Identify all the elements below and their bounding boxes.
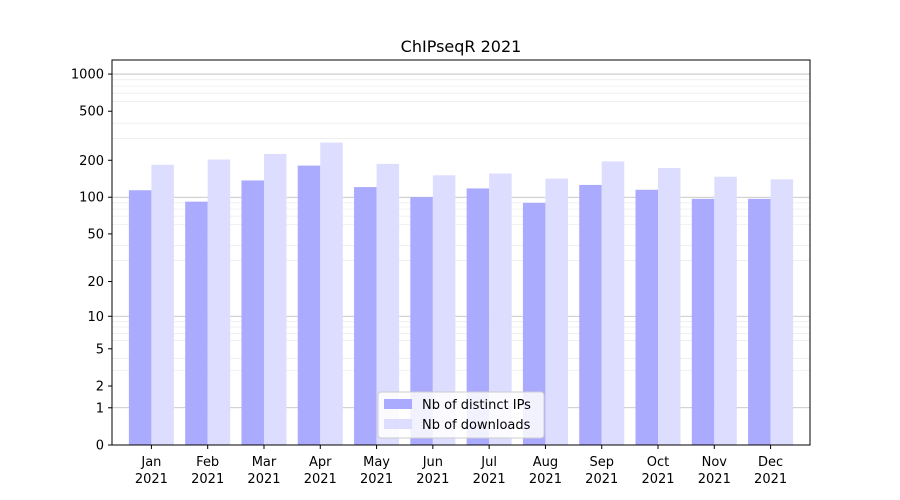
legend-label: Nb of downloads bbox=[422, 418, 531, 433]
x-tick-label: Dec bbox=[758, 455, 783, 470]
bar-downloads-jan bbox=[151, 164, 174, 446]
x-tick-sublabel: 2021 bbox=[135, 472, 168, 487]
x-tick-sublabel: 2021 bbox=[754, 472, 787, 487]
y-tick-label: 200 bbox=[79, 154, 104, 169]
bar-distinct-ips-jan bbox=[128, 190, 152, 445]
x-tick-sublabel: 2021 bbox=[529, 472, 562, 487]
bar-downloads-aug bbox=[545, 178, 568, 445]
x-tick-label: Feb bbox=[196, 455, 219, 470]
y-tick-label: 500 bbox=[79, 105, 104, 120]
y-tick-label: 20 bbox=[87, 275, 104, 290]
chart-title: ChIPseqR 2021 bbox=[401, 37, 522, 56]
x-tick-label: Aug bbox=[533, 455, 558, 470]
x-tick-sublabel: 2021 bbox=[473, 472, 506, 487]
bar-distinct-ips-may bbox=[354, 187, 377, 446]
bar-downloads-apr bbox=[320, 142, 343, 445]
x-tick-sublabel: 2021 bbox=[641, 472, 674, 487]
bar-distinct-ips-nov bbox=[691, 198, 715, 445]
bar-downloads-nov bbox=[714, 176, 737, 445]
bar-distinct-ips-jun bbox=[410, 197, 433, 445]
x-tick-sublabel: 2021 bbox=[360, 472, 393, 487]
bar-downloads-mar bbox=[263, 153, 287, 445]
x-tick-label: Jun bbox=[422, 455, 443, 470]
bar-distinct-ips-apr bbox=[297, 165, 321, 445]
y-tick-label: 2 bbox=[96, 380, 104, 395]
bar-downloads-dec bbox=[770, 179, 794, 445]
x-tick-label: Jan bbox=[140, 455, 161, 470]
plot-frame bbox=[111, 59, 811, 446]
x-tick-sublabel: 2021 bbox=[191, 472, 224, 487]
bar-downloads-may bbox=[376, 163, 400, 446]
x-tick-label: Nov bbox=[702, 455, 728, 470]
x-tick-label: Jul bbox=[480, 455, 497, 470]
y-tick-label: 10 bbox=[87, 310, 104, 325]
x-tick-sublabel: 2021 bbox=[304, 472, 337, 487]
y-tick-label: 50 bbox=[87, 227, 104, 242]
legend-box bbox=[377, 391, 545, 439]
y-tick-label: 1 bbox=[96, 401, 104, 416]
legend: Nb of distinct IPs Nb of downloads bbox=[377, 391, 545, 439]
x-tick-sublabel: 2021 bbox=[247, 472, 280, 487]
bar-downloads-sep bbox=[601, 161, 625, 445]
bar-downloads-oct bbox=[658, 168, 681, 445]
bar-downloads-jul bbox=[489, 173, 512, 445]
legend-label: Nb of distinct IPs bbox=[422, 398, 531, 413]
bar-distinct-ips-dec bbox=[748, 198, 771, 445]
legend-swatch bbox=[384, 399, 412, 409]
x-tick-label: Sep bbox=[589, 455, 614, 470]
x-tick-label: Mar bbox=[252, 455, 277, 470]
x-tick-sublabel: 2021 bbox=[698, 472, 731, 487]
bar-distinct-ips-aug bbox=[522, 202, 546, 445]
x-tick-sublabel: 2021 bbox=[416, 472, 449, 487]
x-tick-sublabel: 2021 bbox=[585, 472, 618, 487]
bar-distinct-ips-jul bbox=[466, 188, 490, 445]
y-tick-label: 0 bbox=[96, 439, 104, 454]
bar-distinct-ips-oct bbox=[635, 189, 659, 445]
bar-distinct-ips-feb bbox=[185, 201, 208, 445]
y-tick-label: 1000 bbox=[71, 68, 104, 83]
bar-distinct-ips-sep bbox=[579, 184, 602, 445]
bars-layer bbox=[128, 142, 794, 446]
x-tick-label: May bbox=[363, 455, 390, 470]
bar-distinct-ips-mar bbox=[241, 180, 264, 446]
y-axis: 0 1 2 5 10 20 50 100 200 500 1000 bbox=[71, 68, 112, 454]
x-tick-label: Apr bbox=[309, 455, 332, 470]
x-tick-label: Oct bbox=[647, 455, 669, 470]
y-tick-label: 100 bbox=[79, 191, 104, 206]
y-tick-label: 5 bbox=[96, 342, 104, 357]
legend-swatch bbox=[384, 419, 412, 429]
x-axis: Jan 2021 Feb 2021 Mar 2021 Apr 2021 May 2021 Jun 20… bbox=[135, 445, 787, 487]
bar-downloads-feb bbox=[207, 159, 231, 445]
bar-downloads-jun bbox=[432, 175, 456, 445]
